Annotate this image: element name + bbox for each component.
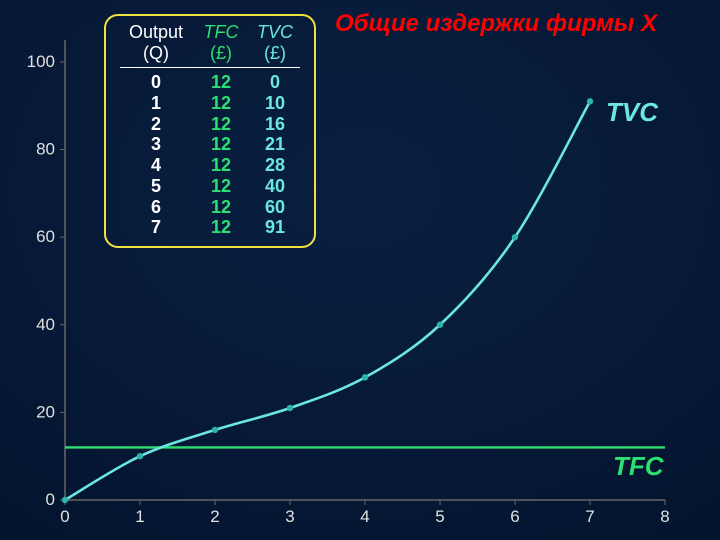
chart-title: Общие издержки фирмы Х [335, 10, 657, 38]
col-header-output: Output [120, 22, 192, 43]
cell-tfc: 12 [196, 176, 246, 197]
svg-text:0: 0 [60, 507, 69, 526]
svg-text:20: 20 [36, 402, 55, 421]
svg-text:7: 7 [585, 507, 594, 526]
svg-text:6: 6 [510, 507, 519, 526]
svg-text:100: 100 [27, 52, 55, 71]
cost-data-table: Output TFC TVC (Q) (£) (£) 0120112102121… [104, 14, 316, 248]
table-row: 11210 [120, 93, 300, 114]
cell-tvc: 16 [250, 114, 300, 135]
col-header-tvc: TVC [250, 22, 300, 43]
col-subheader-output: (Q) [120, 43, 192, 64]
table-body: 012011210212163122141228512406126071291 [120, 72, 300, 238]
svg-text:4: 4 [360, 507, 369, 526]
table-row: 0120 [120, 72, 300, 93]
cell-tfc: 12 [196, 197, 246, 218]
cell-tfc: 12 [196, 217, 246, 238]
cell-output: 3 [120, 134, 192, 155]
cell-tvc: 28 [250, 155, 300, 176]
cell-tfc: 12 [196, 114, 246, 135]
cell-output: 7 [120, 217, 192, 238]
cell-tfc: 12 [196, 72, 246, 93]
tfc-series-label: TFC [613, 451, 664, 482]
svg-text:5: 5 [435, 507, 444, 526]
cell-tfc: 12 [196, 134, 246, 155]
table-subheader-row: (Q) (£) (£) [120, 43, 300, 64]
cell-tvc: 40 [250, 176, 300, 197]
cell-tfc: 12 [196, 155, 246, 176]
col-header-tfc: TFC [196, 22, 246, 43]
table-row: 21216 [120, 114, 300, 135]
svg-text:40: 40 [36, 315, 55, 334]
tvc-series-label: TVC [606, 97, 658, 128]
cell-tvc: 10 [250, 93, 300, 114]
table-header-row: Output TFC TVC [120, 22, 300, 43]
col-subheader-tfc: (£) [196, 43, 246, 64]
cell-tvc: 0 [250, 72, 300, 93]
table-row: 51240 [120, 176, 300, 197]
table-rule [120, 67, 300, 68]
cell-tvc: 91 [250, 217, 300, 238]
table-row: 31221 [120, 134, 300, 155]
cell-output: 5 [120, 176, 192, 197]
cell-tvc: 60 [250, 197, 300, 218]
cell-tfc: 12 [196, 93, 246, 114]
table-row: 71291 [120, 217, 300, 238]
chart-root: 020406080100012345678 Общие издержки фир… [0, 0, 720, 540]
svg-text:2: 2 [210, 507, 219, 526]
svg-text:0: 0 [46, 490, 55, 509]
cell-output: 0 [120, 72, 192, 93]
svg-text:8: 8 [660, 507, 669, 526]
svg-text:60: 60 [36, 227, 55, 246]
svg-text:1: 1 [135, 507, 144, 526]
col-subheader-tvc: (£) [250, 43, 300, 64]
table-row: 41228 [120, 155, 300, 176]
cell-output: 6 [120, 197, 192, 218]
cell-output: 4 [120, 155, 192, 176]
cell-output: 1 [120, 93, 192, 114]
table-row: 61260 [120, 197, 300, 218]
cell-tvc: 21 [250, 134, 300, 155]
svg-text:3: 3 [285, 507, 294, 526]
cell-output: 2 [120, 114, 192, 135]
svg-text:80: 80 [36, 140, 55, 159]
